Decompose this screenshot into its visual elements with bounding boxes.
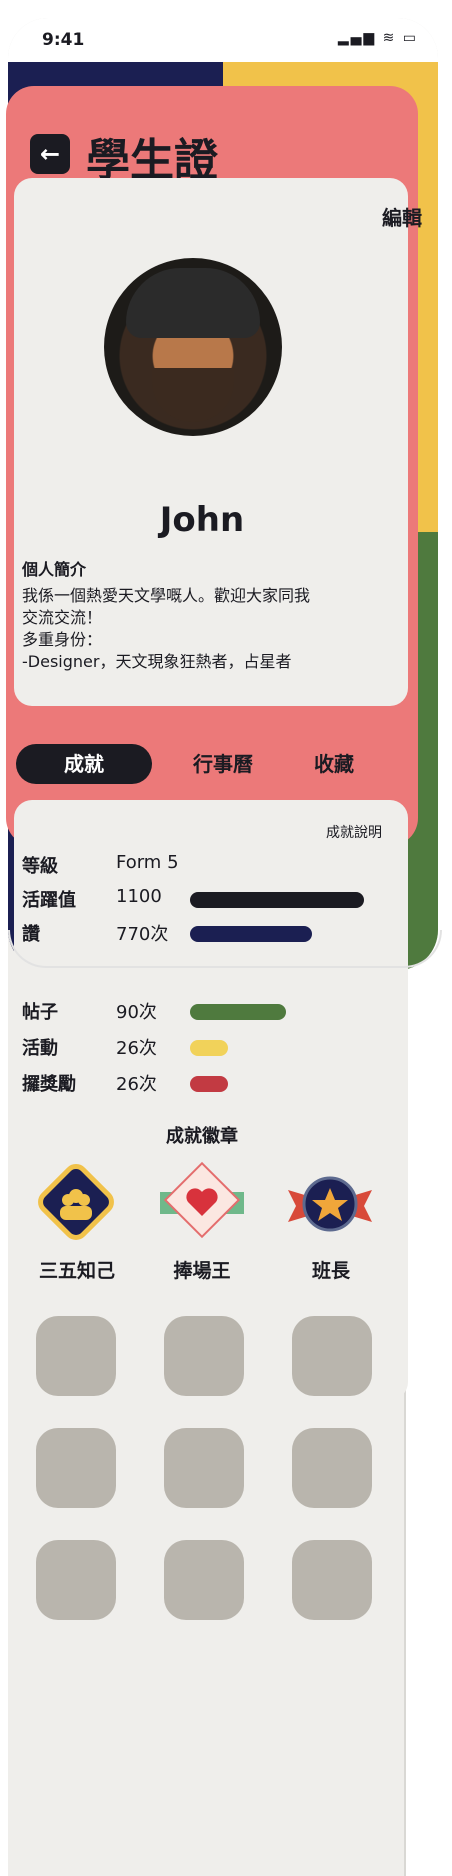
stat-label-posts: 帖子 [22, 1002, 58, 1023]
tab-favorites[interactable]: 收藏 [314, 752, 354, 776]
arrow-left-icon: ← [39, 140, 61, 168]
star-badge-icon[interactable] [282, 1160, 378, 1244]
beard-shape [152, 368, 234, 422]
empty-badge-slot [164, 1428, 244, 1508]
achievement-help-link[interactable]: 成就說明 [326, 825, 382, 841]
badge-label: 班長 [311, 1260, 350, 1282]
bio-line: -Designer，天文現象狂熱者，占星者 [22, 652, 292, 671]
signal-wifi-battery-icon: ▂▄▆ ≋ ▭ [337, 30, 418, 46]
heart-badge-icon[interactable] [152, 1160, 252, 1244]
bio-title: 個人簡介 [22, 560, 87, 579]
stat-label-likes: 讚 [22, 924, 40, 945]
empty-badge-slot [36, 1316, 116, 1396]
cap-shape [126, 268, 260, 338]
stat-value-events: 26次 [116, 1038, 157, 1059]
edit-button[interactable]: 編輯 [382, 206, 422, 230]
stat-label-activity: 活躍值 [22, 890, 76, 911]
tab-calendar[interactable]: 行事曆 [193, 752, 253, 776]
bio-line: 我係一個熱愛天文學嘅人。歡迎大家同我 [22, 586, 311, 605]
empty-badge-slot [292, 1540, 372, 1620]
stat-bar-events [190, 1040, 228, 1056]
stat-label-rewards: 攞獎勵 [22, 1074, 76, 1095]
profile-name: John [159, 500, 245, 540]
empty-badge-slot [292, 1316, 372, 1396]
stat-value-level: Form 5 [116, 852, 179, 873]
empty-badge-slot [36, 1540, 116, 1620]
friends-badge-icon[interactable] [34, 1160, 118, 1244]
badge-label: 三五知己 [38, 1260, 115, 1282]
stat-bar-posts [190, 1004, 286, 1020]
stat-label-events: 活動 [22, 1038, 58, 1059]
stat-value-likes: 770次 [116, 924, 169, 945]
status-time: 9:41 [42, 30, 85, 50]
page-title: 學生證 [86, 135, 218, 186]
bio-line: 交流交流！ [22, 608, 103, 627]
stat-bar-activity [190, 892, 364, 908]
stat-bar-rewards [190, 1076, 228, 1092]
empty-badge-slot [164, 1540, 244, 1620]
stat-value-posts: 90次 [116, 1002, 157, 1023]
stat-label-level: 等級 [22, 856, 58, 877]
empty-badge-slot [164, 1316, 244, 1396]
avatar [104, 258, 282, 436]
bio-line: 多重身份： [22, 630, 103, 649]
stat-value-rewards: 26次 [116, 1074, 157, 1095]
empty-badge-slot [292, 1428, 372, 1508]
notch [163, 18, 313, 52]
back-button[interactable]: ← [30, 134, 70, 174]
empty-badge-slot [36, 1428, 116, 1508]
badges-title: 成就徽章 [166, 1126, 238, 1147]
stat-value-activity: 1100 [116, 886, 162, 907]
status-bar: 9:41 ▂▄▆ ≋ ▭ [8, 18, 438, 62]
tab-achievements[interactable]: 成就 [16, 744, 152, 784]
badge-label: 捧場王 [173, 1260, 231, 1282]
stat-bar-likes [190, 926, 312, 942]
